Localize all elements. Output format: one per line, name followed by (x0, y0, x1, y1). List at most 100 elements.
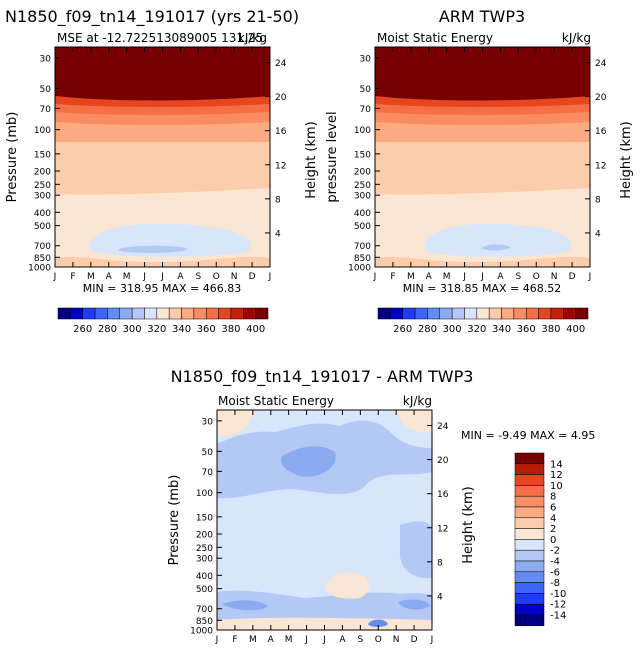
pressure-tick-label: 850 (196, 617, 213, 627)
colorbar-diff-swatch (514, 506, 545, 519)
colorbar-swatch (119, 307, 133, 320)
height-tick-label: 24 (275, 59, 287, 69)
panel-diff-subtitle: Moist Static Energy (218, 394, 334, 408)
pressure-tick-label: 700 (354, 242, 371, 252)
band-plus1-top-left (217, 410, 255, 437)
colorbar-swatch (414, 307, 428, 320)
panel-diff-stats: MIN = -9.49 MAX = 4.95 (461, 429, 595, 442)
panel-obs: ARM TWP3 Moist Static Energy kJ/kg 30 50 7… (325, 7, 634, 295)
colorbar-label: 260 (73, 324, 92, 335)
month-label: J (160, 272, 164, 282)
band-minus7-surface (368, 619, 388, 627)
colorbar-swatch (193, 307, 207, 320)
pressure-tick-label: 50 (360, 85, 372, 95)
month-label: J (53, 272, 57, 282)
colorbar-label: 380 (221, 324, 240, 335)
height-tick-label: 16 (595, 127, 607, 137)
colorbar-diff-swatch (514, 485, 545, 497)
band-328 (118, 245, 188, 253)
colorbar-swatch (402, 307, 416, 320)
colorbar-diff-swatch (514, 560, 545, 573)
pressure-tick-label: 30 (202, 417, 214, 427)
colorbar-swatch (390, 307, 403, 320)
colorbar-swatch (563, 307, 576, 320)
colorbar-swatch (218, 307, 232, 320)
colorbar-swatch (525, 307, 539, 320)
colorbar-swatch (427, 307, 441, 320)
pressure-tick-label: 400 (34, 209, 51, 219)
panel-obs-units: kJ/kg (562, 31, 591, 45)
band-355 (55, 138, 270, 195)
colorbar-swatch (575, 307, 589, 320)
colorbar-diff-label: -4 (550, 557, 560, 568)
panel-diff-field (217, 410, 432, 630)
month-label: J (215, 635, 219, 645)
colorbar-swatch (230, 307, 244, 320)
band-355 (375, 138, 590, 195)
colorbar-label: 400 (246, 324, 265, 335)
month-label: A (177, 272, 184, 282)
pressure-tick-label: 150 (34, 150, 51, 160)
pressure-tick-label: 150 (354, 150, 371, 160)
colorbar-swatch (82, 307, 96, 320)
panel-model-subtitle: MSE at -12.722513089005 131.25 (57, 31, 263, 45)
colorbar-diff-label: -14 (550, 611, 566, 622)
month-label: S (195, 272, 201, 282)
pressure-tick-label: 100 (34, 126, 51, 136)
band-328 (482, 244, 510, 251)
month-label: S (357, 635, 363, 645)
month-label: A (426, 272, 433, 282)
colorbar-swatch (476, 307, 490, 320)
month-label: J (480, 272, 484, 282)
height-tick-label: 16 (437, 490, 449, 500)
colorbar-swatch (255, 307, 269, 320)
colorbar-diff-swatch (514, 474, 545, 486)
month-label: M (407, 272, 415, 282)
pressure-tick-label: 100 (354, 126, 371, 136)
panel-obs-field (375, 47, 590, 267)
height-tick-label: 24 (595, 59, 607, 69)
month-label: M (285, 635, 293, 645)
panel-obs-ylabel: pressure level (325, 111, 340, 202)
panel-diff-title: N1850_f09_tn14_191017 - ARM TWP3 (171, 367, 474, 387)
colorbar-diff-label: 14 (550, 459, 563, 470)
band-410 (55, 47, 270, 101)
panel-diff-ylabel: Pressure (mb) (167, 475, 182, 566)
pressure-tick-label: 400 (354, 209, 371, 219)
pressure-tick-label: 300 (34, 192, 51, 202)
pressure-tick-label: 200 (196, 531, 213, 541)
band-plus1-mid (325, 572, 369, 599)
pressure-tick-label: 250 (34, 181, 51, 191)
colorbar-diff-swatch (514, 452, 545, 465)
month-label: M (249, 635, 257, 645)
pressure-tick-label: 250 (354, 181, 371, 191)
colorbar-label: 340 (492, 324, 511, 335)
month-label: O (375, 635, 382, 645)
pressure-tick-label: 700 (34, 242, 51, 252)
month-label: D (411, 635, 418, 645)
colorbar-diff-label: -2 (550, 546, 560, 557)
height-tick-label: 12 (275, 161, 286, 171)
height-tick-label: 8 (437, 558, 443, 568)
colorbar-swatch (168, 307, 182, 320)
band-335 (424, 223, 571, 257)
colorbar-diff-label: 2 (550, 524, 556, 535)
colorbar-swatch (513, 307, 527, 320)
pressure-tick-label: 300 (196, 555, 213, 565)
month-label: J (430, 635, 434, 645)
month-label: D (249, 272, 256, 282)
colorbar-swatch (501, 307, 515, 320)
band-minus3-right (399, 521, 432, 579)
colorbar-diff-label: 6 (550, 503, 556, 514)
colorbar-diff-swatch (514, 571, 545, 583)
panel-diff-ylabel-right: Height (km) (461, 486, 476, 563)
colorbar-swatch (488, 307, 502, 320)
pressure-tick-label: 200 (34, 168, 51, 178)
colorbar-diff-swatch (514, 517, 545, 529)
colorbar-swatch (144, 307, 158, 320)
pressure-tick-label: 500 (196, 585, 213, 595)
pressure-tick-label: 1000 (190, 627, 213, 637)
colorbar-diff-swatch (514, 495, 545, 508)
band-410 (375, 47, 590, 101)
